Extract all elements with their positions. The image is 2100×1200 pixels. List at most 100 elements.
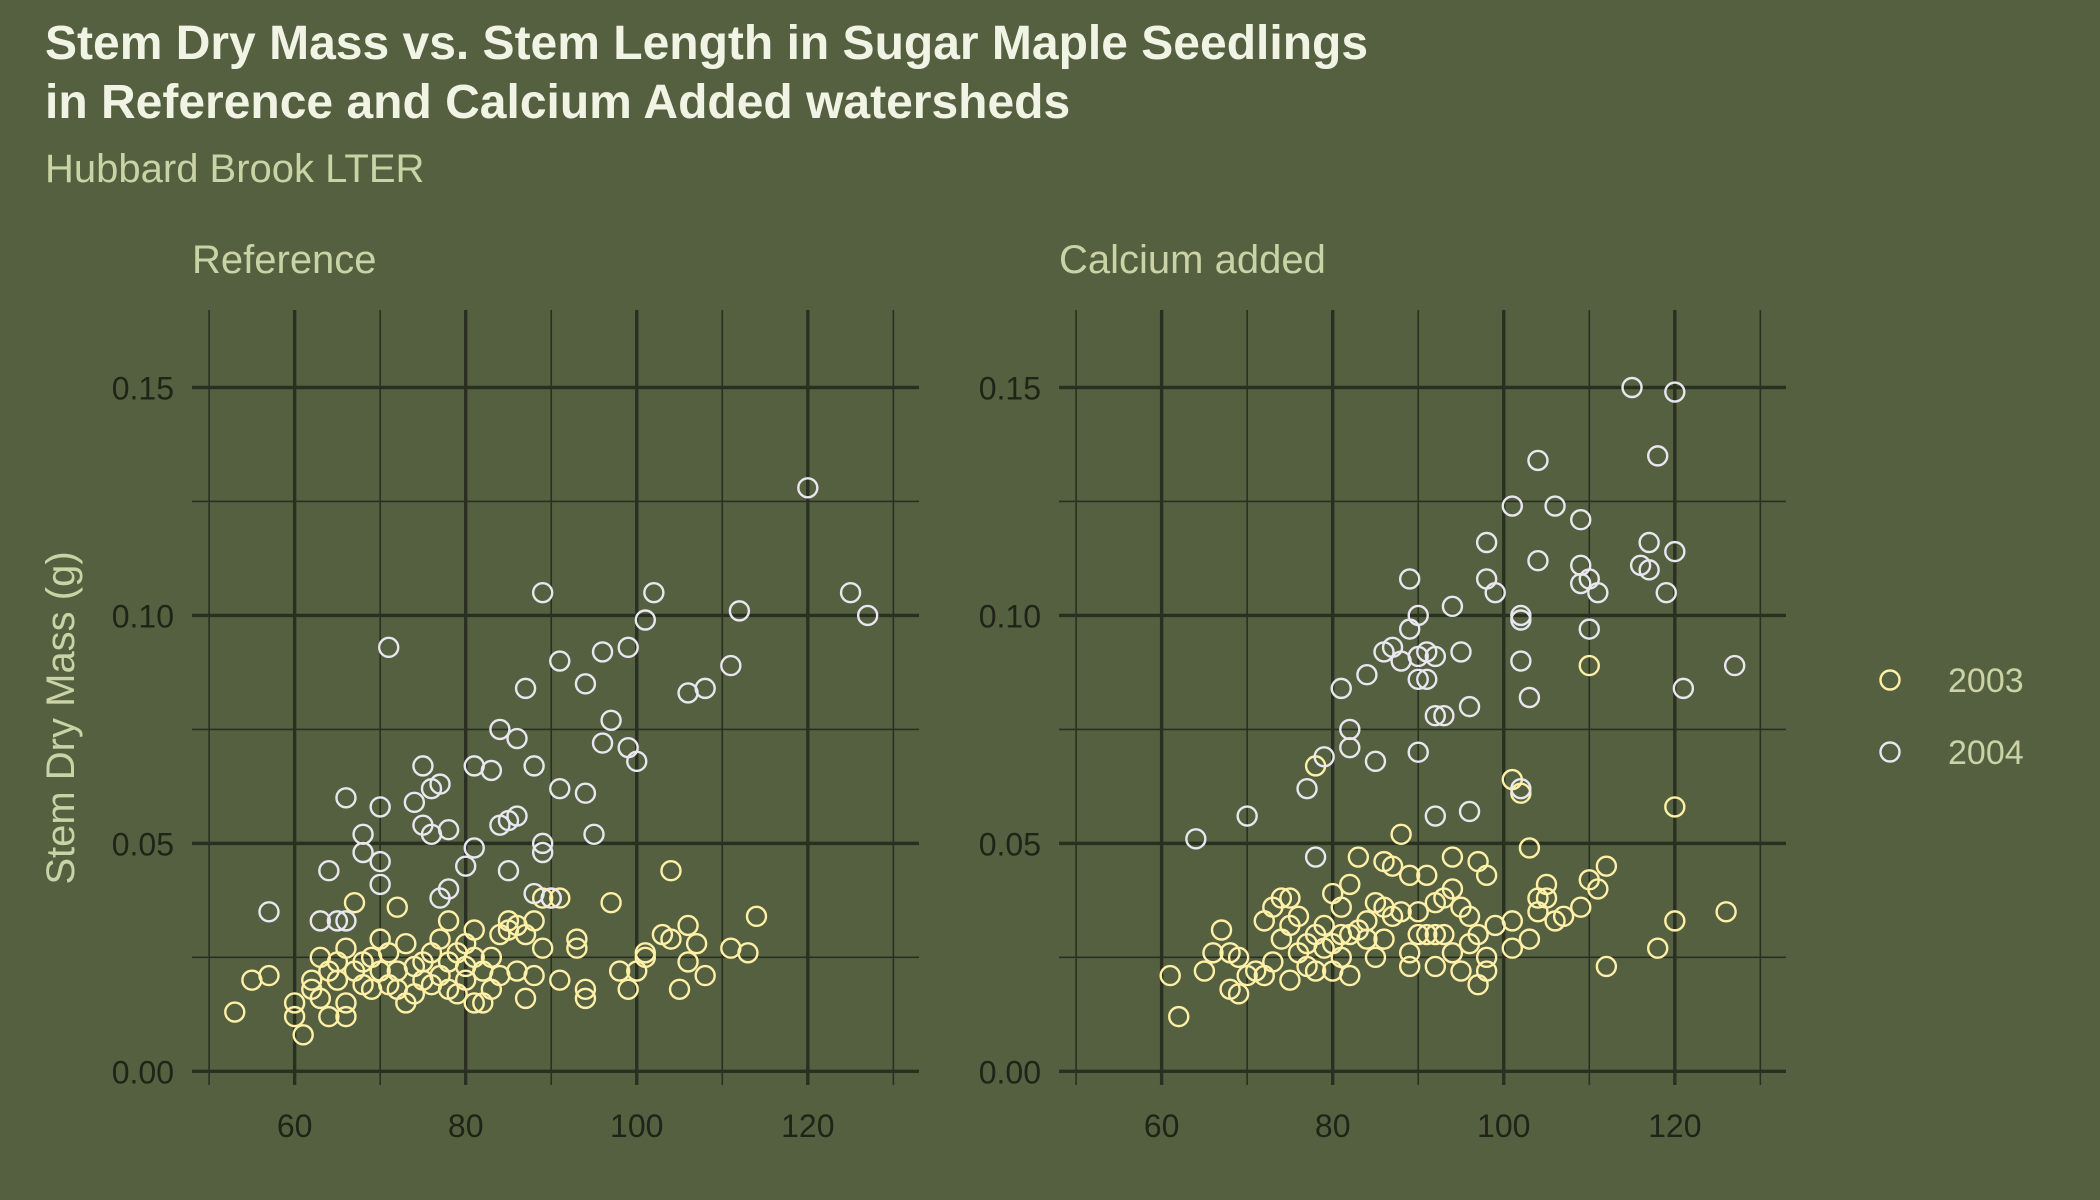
data-point (1450, 960, 1472, 982)
data-point (369, 850, 391, 873)
data-point (335, 1005, 357, 1028)
data-point (480, 946, 503, 969)
data-point (1227, 983, 1250, 1005)
legend-label-2004: 2004 (1948, 734, 2024, 772)
data-point (369, 873, 391, 896)
data-point (600, 709, 622, 731)
data-point (626, 750, 648, 773)
data-point (335, 992, 357, 1014)
data-point (1296, 777, 1318, 800)
data-point (489, 718, 511, 741)
data-point (1390, 823, 1412, 845)
data-point (1287, 905, 1310, 928)
data-point (395, 932, 417, 955)
data-point (283, 1005, 306, 1028)
data-point (258, 901, 280, 923)
data-point (1424, 955, 1447, 978)
data-point (617, 978, 639, 1000)
data-point (1279, 969, 1301, 991)
data-point (668, 978, 691, 1000)
data-point (506, 727, 528, 750)
data-point (506, 805, 528, 827)
data-point (566, 937, 588, 959)
chart-subtitle: Hubbard Brook LTER (45, 147, 425, 191)
x-tick-label: 80 (448, 1108, 484, 1144)
data-point (224, 1001, 246, 1023)
y-tick-label: 0.00 (112, 1054, 174, 1090)
data-point (797, 477, 819, 499)
data-point (1587, 581, 1609, 604)
data-point (591, 732, 614, 754)
series-2004 (258, 477, 879, 932)
data-point (403, 791, 426, 814)
data-point (531, 581, 554, 604)
data-point (454, 855, 477, 877)
data-point (1587, 878, 1609, 900)
y-axis-title: Stem Dry Mass (g) (39, 551, 83, 884)
data-point (258, 964, 280, 987)
data-point (1330, 896, 1352, 918)
data-point (1672, 677, 1695, 700)
data-point (1313, 746, 1335, 768)
data-point (1441, 595, 1464, 618)
data-point (514, 677, 537, 700)
data-point (352, 823, 374, 845)
data-point (335, 910, 357, 932)
data-point (1364, 750, 1387, 773)
x-tick-label: 80 (1315, 1108, 1351, 1144)
data-point (1441, 846, 1464, 868)
data-point (343, 891, 366, 914)
data-point (429, 928, 451, 950)
data-point (1185, 828, 1207, 850)
data-point (745, 905, 768, 928)
data-point (1450, 641, 1472, 663)
data-point (1390, 901, 1412, 923)
chart-title-line-1: Stem Dry Mass vs. Stem Length in Sugar M… (45, 17, 1369, 70)
data-point (1441, 942, 1464, 964)
data-point (412, 755, 434, 777)
data-point (685, 932, 708, 955)
legend: 2003 2004 (1879, 662, 2024, 772)
data-point (1407, 901, 1429, 923)
data-point (1441, 878, 1464, 900)
data-point (1202, 942, 1224, 964)
legend-label-2003: 2003 (1948, 662, 2024, 700)
data-point (1458, 800, 1481, 823)
data-point (1270, 887, 1293, 909)
data-point (309, 910, 331, 932)
grid (1059, 310, 1786, 1085)
facet-label: Calcium added (1059, 238, 1326, 282)
data-point (283, 992, 306, 1014)
data-point (1475, 568, 1498, 590)
data-point (378, 636, 400, 659)
data-point (326, 910, 349, 932)
x-tick-label: 100 (610, 1108, 663, 1144)
data-point (352, 841, 374, 864)
data-point (523, 964, 545, 987)
data-point (1407, 741, 1429, 763)
legend-key-2004 (1879, 741, 1901, 763)
data-point (1398, 955, 1421, 978)
data-point (677, 914, 699, 937)
data-point (1664, 796, 1686, 818)
data-point (463, 919, 485, 941)
data-point (1356, 664, 1378, 686)
data-point (480, 978, 503, 1000)
data-point (660, 928, 682, 950)
data-point (634, 946, 657, 969)
data-point (369, 796, 391, 818)
data-point (1381, 855, 1404, 877)
series-2003 (224, 860, 768, 1046)
data-point (1407, 604, 1429, 627)
data-point (1535, 873, 1558, 896)
data-point (617, 636, 639, 659)
data-point (694, 677, 716, 700)
data-point (463, 837, 485, 859)
data-point (1168, 1005, 1190, 1028)
data-point (643, 581, 665, 604)
data-point (1424, 645, 1447, 668)
data-point (566, 928, 588, 950)
data-point (335, 787, 357, 809)
data-point (437, 819, 460, 841)
